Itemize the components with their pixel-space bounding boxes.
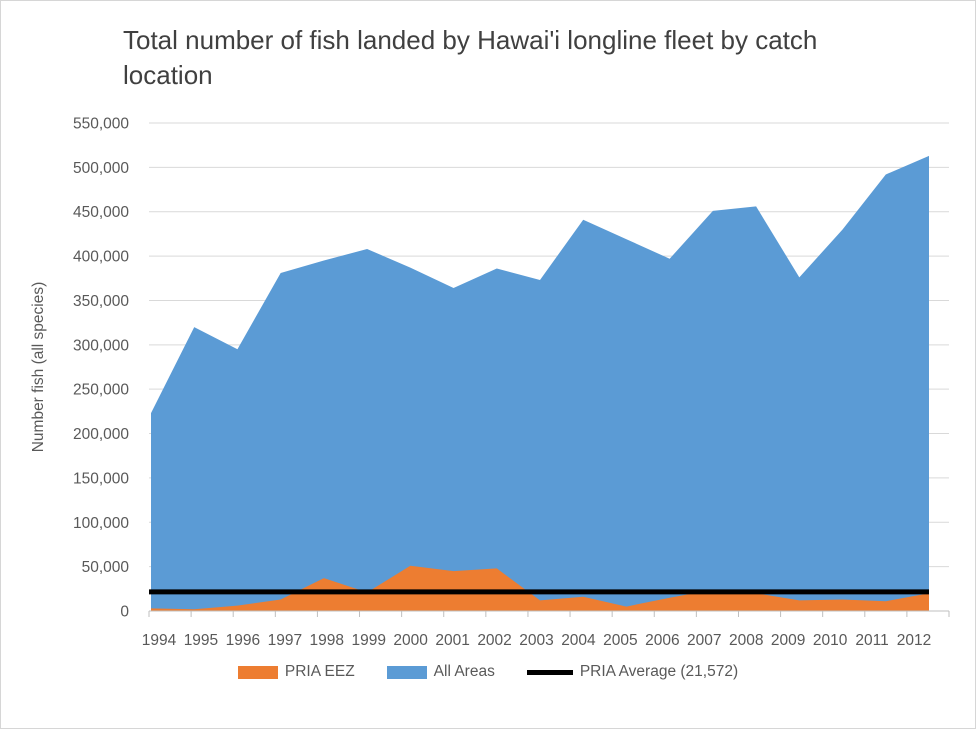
area-all-areas: [151, 155, 929, 611]
x-tick-label: 2005: [603, 632, 637, 649]
x-tick-label: 1998: [310, 632, 344, 649]
area-pria-eez: [151, 565, 929, 611]
y-tick-label: 300,000: [73, 337, 129, 354]
x-tick-label: 2000: [393, 632, 428, 649]
x-tick-label: 1997: [268, 632, 302, 649]
y-tick-label: 200,000: [73, 426, 129, 443]
x-tick-label: 1996: [226, 632, 260, 649]
y-tick-label: 450,000: [73, 204, 129, 221]
y-tick-label: 400,000: [73, 249, 129, 266]
y-tick-label: 50,000: [82, 559, 130, 576]
legend-label: All Areas: [433, 663, 495, 680]
pria-average-swatch-icon: [526, 669, 573, 675]
x-tick-label: 2010: [813, 632, 848, 649]
x-tick-label: 2003: [519, 632, 553, 649]
y-tick-label: 500,000: [73, 160, 129, 177]
x-tick-label: 2004: [561, 632, 596, 649]
x-tick-label: 2012: [897, 632, 931, 649]
y-tick-label: 100,000: [73, 515, 129, 532]
x-tick-label: 1999: [351, 632, 385, 649]
legend-label: PRIA Average (21,572): [579, 663, 739, 680]
x-tick-label: 2011: [855, 632, 888, 649]
legend-item-all-areas: All Areas: [386, 663, 495, 681]
y-tick-label: 550,000: [73, 116, 129, 133]
y-tick-label: 150,000: [73, 470, 129, 487]
x-tick-label: 2006: [645, 632, 679, 649]
pria-eez-swatch-icon: [237, 665, 278, 679]
y-tick-label: 250,000: [73, 382, 129, 399]
legend-item-pria-average: PRIA Average (21,572): [526, 663, 739, 681]
legend-label: PRIA EEZ: [284, 663, 355, 680]
y-tick-label: 350,000: [73, 293, 129, 310]
x-tick-label: 2001: [435, 632, 469, 649]
x-tick-label: 1994: [142, 632, 177, 649]
all-areas-swatch-icon: [386, 665, 427, 679]
x-tick-label: 1995: [184, 632, 218, 649]
chart-title: Total number of fish landed by Hawai'i l…: [123, 25, 818, 90]
x-tick-label: 2009: [771, 632, 805, 649]
x-tick-label: 2008: [729, 632, 763, 649]
legend: PRIA EEZ All Areas PRIA Average (21,572): [1, 663, 975, 681]
y-tick-label: 0: [120, 604, 129, 621]
legend-item-pria-eez: PRIA EEZ: [237, 663, 355, 681]
x-tick-label: 2002: [477, 632, 511, 649]
x-tick-label: 2007: [687, 632, 721, 649]
